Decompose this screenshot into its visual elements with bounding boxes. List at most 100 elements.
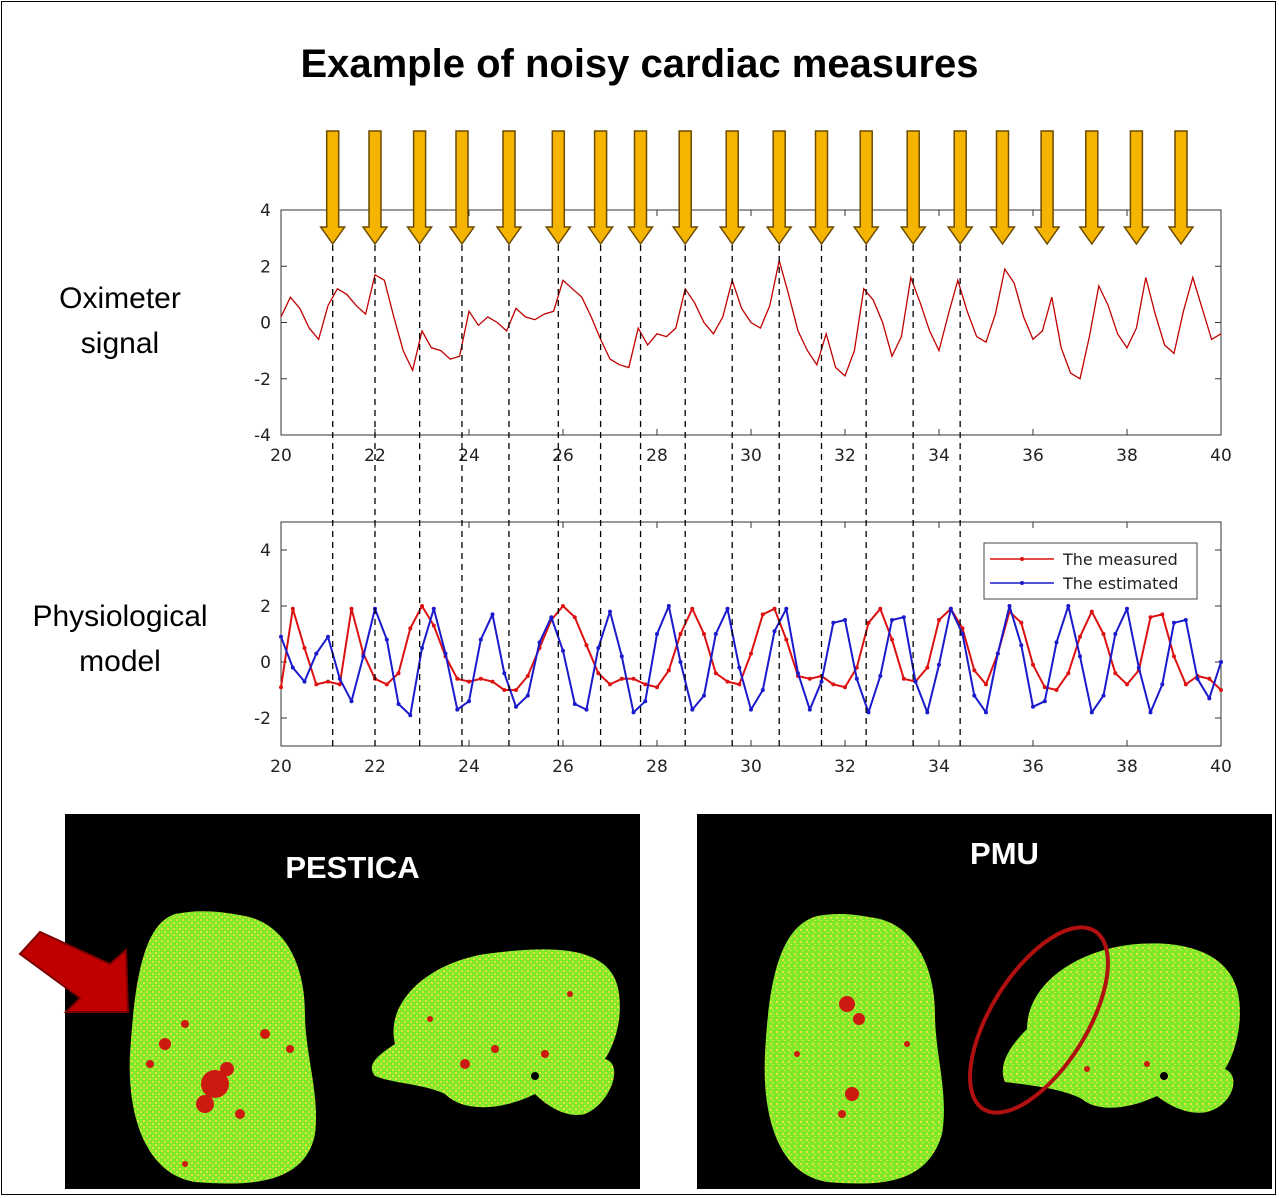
estimated-point (1042, 699, 1047, 704)
pmu-axial-brain (764, 913, 944, 1184)
measured-point (831, 682, 836, 687)
pestica-red-clusters (146, 991, 573, 1167)
oxi-xtick-label: 20 (270, 446, 292, 466)
estimated-point (572, 702, 577, 706)
measured-point (420, 604, 424, 608)
beat-arrow-icon (765, 130, 793, 246)
estimated-point (866, 710, 871, 715)
phys-xtick-label: 20 (270, 757, 292, 777)
oximeter-label-line2: signal (80, 327, 160, 360)
estimated-point (1007, 604, 1012, 608)
measured-point (572, 615, 577, 620)
estimated-point (843, 618, 847, 622)
estimated-point (490, 612, 495, 617)
pestica-brains (129, 911, 620, 1184)
pmu-highlight-ellipse (968, 925, 1110, 1115)
legend-estimated-label: The estimated (1062, 574, 1178, 593)
measured-point (772, 606, 777, 611)
oxi-ytick-label: -2 (254, 370, 271, 390)
estimated-point (984, 710, 988, 715)
estimated-point (525, 693, 530, 698)
estimated-point (443, 651, 448, 656)
estimated-point (1019, 643, 1024, 648)
estimated-point (1219, 660, 1223, 664)
estimated-point (326, 634, 330, 639)
estimated-point (478, 637, 483, 642)
oxi-xtick-label: 30 (740, 446, 762, 466)
measured-point (643, 682, 648, 687)
oxi-ytick-label: 0 (260, 314, 271, 334)
estimated-point (749, 707, 753, 712)
estimated-point (561, 648, 565, 653)
estimated-point (514, 704, 518, 709)
estimated-point (1031, 704, 1035, 709)
measured-point (972, 668, 977, 673)
beat-arrow-icon (319, 130, 347, 246)
estimated-point (290, 665, 295, 670)
oxi-ytick-label: 2 (260, 257, 271, 277)
beat-arrow-icon (718, 130, 746, 246)
estimated-point (890, 618, 894, 622)
estimated-point (408, 713, 413, 718)
measured-point (690, 606, 695, 611)
measured-point (890, 637, 894, 642)
oxi-xtick-label: 34 (928, 446, 950, 466)
measured-point (702, 632, 706, 636)
phys-xtick-label: 34 (928, 757, 950, 777)
estimated-point (549, 615, 554, 620)
estimated-point (878, 674, 883, 678)
estimated-point (455, 707, 460, 712)
measured-point (396, 671, 401, 676)
estimated-point (337, 676, 342, 681)
phys-xtick-label: 24 (458, 757, 480, 777)
oxi-xtick-label: 26 (552, 446, 574, 466)
estimated-point (702, 693, 706, 698)
estimated-point (1183, 618, 1188, 622)
beat-arrow-icon (946, 130, 974, 246)
measured-point (725, 679, 730, 684)
estimated-point (1101, 693, 1106, 698)
measured-point (1125, 682, 1129, 687)
oximeter-series-line (280, 260, 1222, 380)
oxi-ytick-label: 4 (260, 201, 271, 221)
legend: The measured The estimated (983, 542, 1198, 600)
pmu-dark-spot (1160, 1072, 1168, 1080)
oximeter-label-line1: Oximeter (59, 282, 181, 315)
legend-measured-label: The measured (1062, 550, 1178, 569)
phys-xtick-label: 36 (1022, 757, 1044, 777)
physio-label-line2: model (79, 645, 161, 678)
measured-point (854, 665, 859, 670)
measured-point (666, 668, 671, 673)
beat-arrow-icon (495, 130, 523, 246)
beat-arrow-icon (361, 130, 389, 246)
phys-xtick-label: 30 (740, 757, 762, 777)
estimated-point (467, 699, 471, 704)
measured-point (1078, 634, 1082, 639)
oxi-xtick-label: 32 (834, 446, 856, 466)
estimated-point (314, 651, 319, 656)
estimated-point (995, 651, 1000, 656)
measured-point (1054, 688, 1059, 692)
estimated-point (1207, 696, 1212, 701)
measured-point (655, 685, 659, 690)
measured-point (1113, 671, 1118, 676)
estimated-point (1195, 676, 1200, 681)
beat-arrow-icon (1122, 130, 1150, 246)
measured-point (561, 604, 565, 608)
estimated-point (1136, 665, 1141, 670)
measured-point (631, 676, 636, 681)
measured-point (1089, 609, 1094, 614)
beat-arrow-icon (671, 130, 699, 246)
measured-point (326, 679, 330, 684)
pmu-panel: PMU (697, 814, 1272, 1189)
phys-ytick-label: 4 (260, 541, 271, 561)
pmu-label: PMU (970, 836, 1039, 871)
beat-arrow-icon (989, 130, 1016, 246)
legend-estimated-marker (1020, 581, 1024, 585)
phys-ytick-label: 2 (260, 597, 271, 617)
estimated-point (819, 679, 824, 684)
legend-measured-marker (1020, 557, 1024, 561)
measured-point (1042, 685, 1047, 690)
estimated-point (796, 671, 800, 676)
